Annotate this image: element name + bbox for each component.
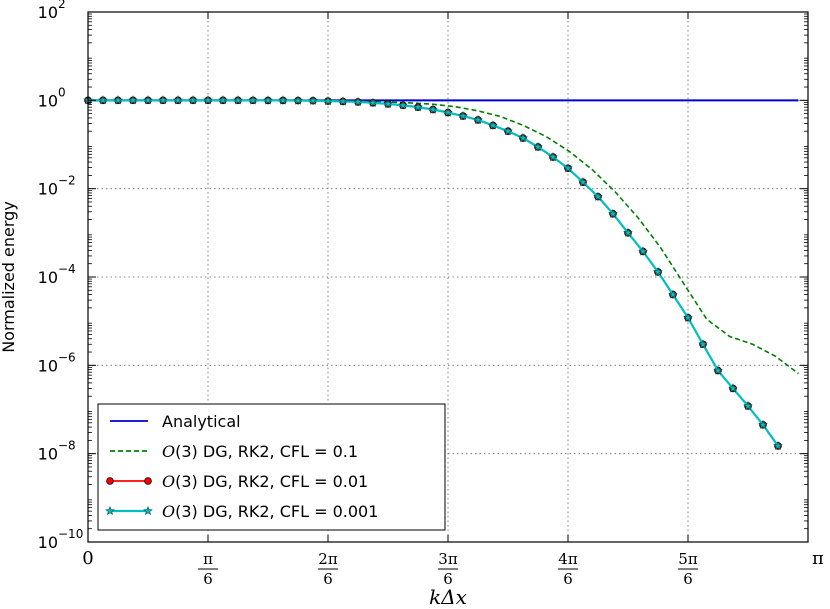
data-point: [743, 400, 753, 411]
series-line: [88, 99, 779, 447]
y-tick-label: 10: [38, 356, 58, 375]
data-point: [503, 126, 513, 136]
legend-entry-1: O(3) DG, RK2, CFL = 0.1: [162, 442, 358, 461]
data-point: [563, 163, 573, 173]
data-point: [368, 97, 378, 107]
y-tick-label: 10: [38, 91, 58, 110]
x-tick-label-den: 6: [443, 570, 453, 588]
data-point: [638, 246, 648, 256]
x-tick-label-den: 6: [203, 570, 213, 588]
data-point: [488, 120, 498, 130]
data-point: [218, 95, 228, 105]
data-point: [233, 95, 243, 105]
data-point: [548, 152, 558, 162]
data-point: [278, 95, 288, 105]
data-point: [398, 100, 408, 110]
x-tick-label-den: 6: [683, 570, 693, 588]
data-point: [578, 177, 588, 187]
data-point: [713, 365, 723, 375]
data-point: [338, 96, 348, 106]
x-tick-label-num: π: [203, 550, 213, 568]
y-tick-label-exponent: 0: [58, 85, 66, 99]
y-tick-label-exponent: −10: [58, 527, 83, 541]
series-layer: [83, 95, 799, 450]
data-point: [173, 95, 183, 105]
data-point: [458, 111, 468, 121]
y-tick-label: 10: [38, 533, 58, 552]
data-point: [653, 266, 663, 277]
series-2: [84, 96, 782, 450]
data-point: [158, 95, 168, 105]
data-point: [623, 227, 633, 237]
data-point: [263, 95, 273, 105]
data-point: [608, 208, 618, 218]
data-point: [683, 312, 693, 322]
x-axis-label: kΔx: [429, 585, 467, 605]
data-point: [593, 191, 603, 201]
y-tick-label-exponent: −8: [58, 439, 76, 453]
series-line: [88, 99, 779, 447]
legend-marker: [106, 477, 114, 485]
x-tick-label: π: [812, 548, 824, 569]
data-point: [113, 95, 123, 105]
data-point: [353, 96, 363, 107]
data-point: [188, 95, 198, 105]
data-point: [533, 141, 543, 152]
data-point: [758, 419, 768, 429]
y-tick-label: 10: [38, 3, 58, 22]
data-point: [383, 98, 393, 108]
y-axis-label: Normalized energy: [0, 201, 18, 353]
y-tick-label: 10: [38, 180, 58, 199]
series-line: [88, 99, 799, 375]
data-point: [773, 440, 783, 450]
data-point: [98, 95, 108, 105]
series-3: [83, 95, 783, 450]
y-tick-label-exponent: −2: [58, 174, 76, 188]
y-tick-label: 10: [38, 268, 58, 287]
x-tick-label-num: 5π: [678, 550, 698, 568]
x-tick-label-num: 4π: [558, 550, 578, 568]
x-tick-label-num: 2π: [318, 550, 338, 568]
data-point: [518, 133, 528, 143]
legend: Analytical O(3) DG, RK2, CFL = 0.1 O(3) DG…: [97, 403, 446, 531]
data-point: [248, 95, 258, 105]
x-tick-label: 0: [82, 548, 93, 569]
y-tick-label-exponent: 2: [58, 0, 66, 11]
data-point: [698, 339, 708, 349]
legend-box: [97, 403, 446, 531]
legend-entry-3: O(3) DG, RK2, CFL = 0.001: [162, 502, 378, 521]
data-point: [728, 383, 738, 393]
data-point: [128, 95, 138, 105]
legend-entry-0: Analytical: [162, 412, 241, 431]
data-point: [143, 95, 153, 105]
data-point: [443, 107, 453, 117]
data-point: [323, 95, 333, 106]
x-tick-label-num: 3π: [438, 550, 458, 568]
data-point: [413, 102, 423, 112]
x-tick-label-den: 6: [323, 570, 333, 588]
data-point: [668, 289, 678, 299]
legend-marker: [105, 505, 115, 516]
series-1: [88, 99, 799, 375]
y-tick-label-exponent: −6: [58, 350, 76, 364]
data-point: [203, 95, 213, 105]
data-point: [428, 104, 438, 114]
data-point: [473, 114, 483, 125]
data-point: [308, 95, 318, 105]
legend-marker: [144, 477, 152, 485]
legend-entry-2: O(3) DG, RK2, CFL = 0.01: [162, 472, 368, 491]
legend-marker: [143, 505, 153, 516]
x-tick-label-den: 6: [563, 570, 573, 588]
y-tick-label: 10: [38, 445, 58, 464]
y-tick-label-exponent: −4: [58, 262, 76, 276]
data-point: [293, 95, 303, 105]
